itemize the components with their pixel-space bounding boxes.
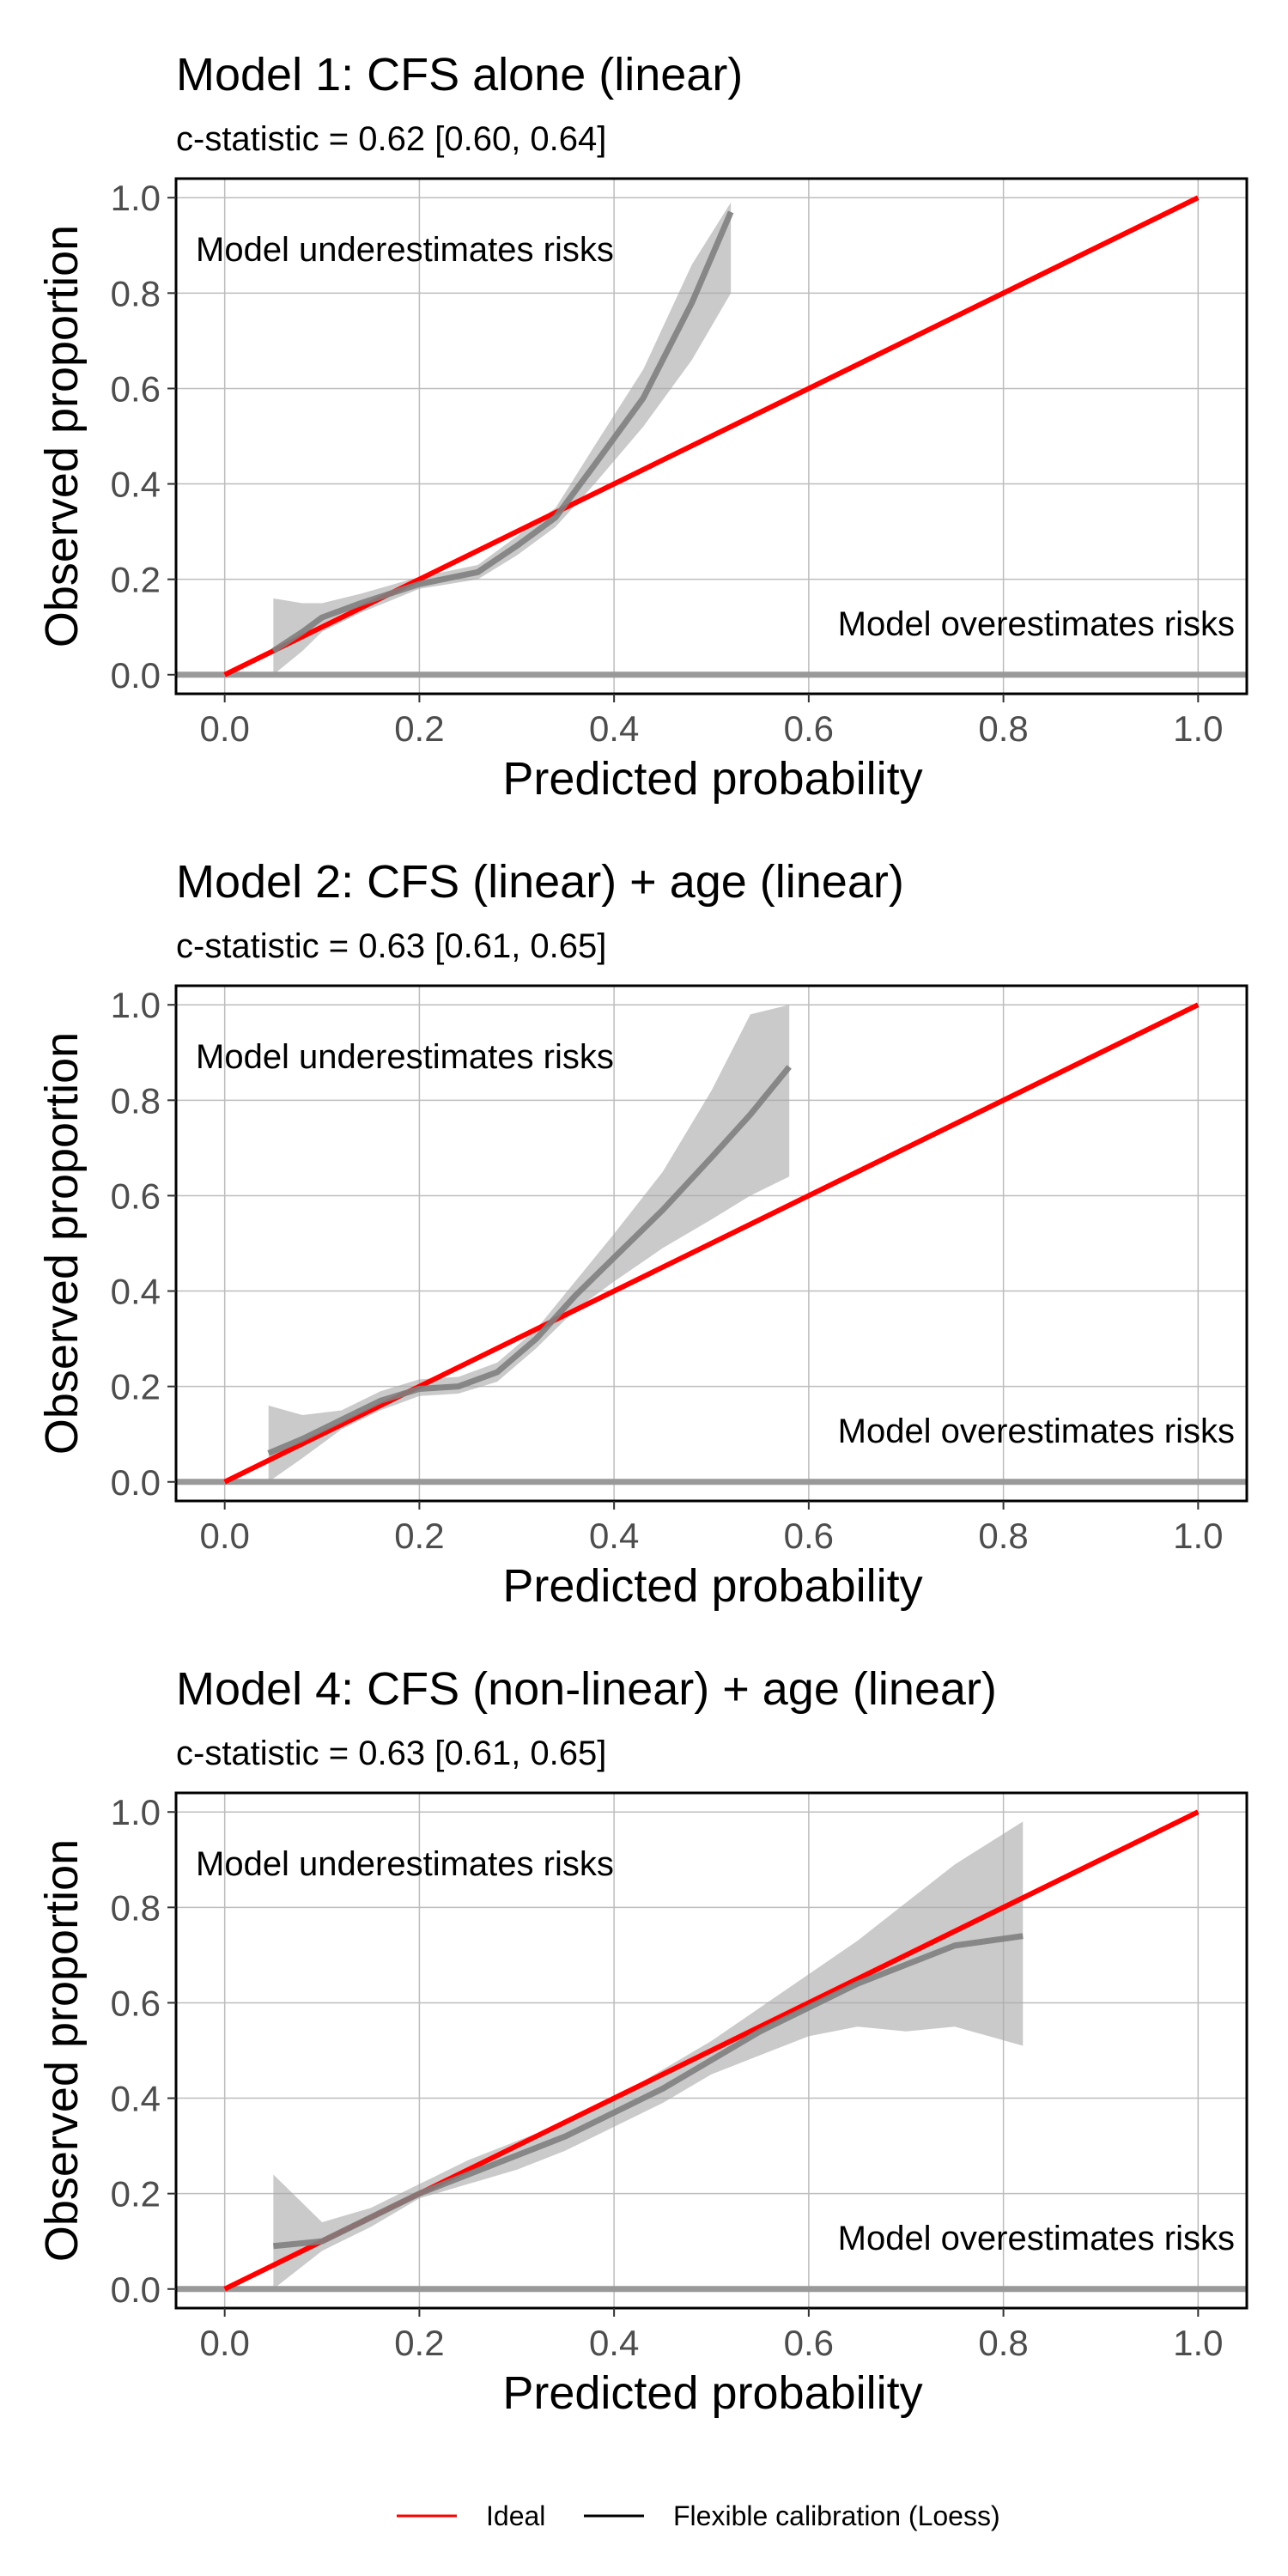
panel-1: 0.0 0.2 0.4 0.6 0.8 1.0 0.0 0.2 0.4 0.6 0.8 1.0 Mod… [36,49,1249,805]
series-loess-line [267,1065,792,1456]
series-ideal-line [223,1002,1200,1485]
x-tick-label: 0.0 [199,708,249,749]
x-tick-label: 0.6 [784,1516,834,1556]
panel-subtitle: c-statistic = 0.62 [0.60, 0.64] [176,120,606,158]
plot-frame [174,177,1249,696]
x-tick-label: 0.8 [978,708,1028,749]
y-tick-label: 0.8 [111,1080,161,1121]
y-tick-label: 0.8 [111,1887,161,1928]
legend: Ideal Flexible calibration (Loess) [397,2500,1000,2531]
panel-title: Model 2: CFS (linear) + age (linear) [176,856,904,908]
panel-3: 0.0 0.2 0.4 0.6 0.8 1.0 0.0 0.2 0.4 0.6 0.8 1.0 Mod… [36,1663,1249,2419]
y-tick-label: 1.0 [111,985,161,1025]
y-tick-label: 1.0 [111,178,161,218]
x-tick-label: 1.0 [1173,1516,1223,1556]
panel-subtitle: c-statistic = 0.63 [0.61, 0.65] [176,927,606,965]
y-tick-label: 0.0 [111,655,161,696]
x-tick-label: 0.0 [199,1516,249,1556]
y-tick-label: 0.6 [111,368,161,409]
y-tick-label: 1.0 [111,1792,161,1832]
series-loess-line [271,210,734,653]
y-tick-label: 0.8 [111,273,161,313]
y-tick-label: 0.6 [111,1983,161,2023]
plot-area: 0.0 0.2 0.4 0.6 0.8 1.0 0.0 0.2 0.4 0.6 0.8 1.0 [111,177,1249,749]
x-tick-label: 0.4 [589,708,639,749]
y-tick-label: 0.0 [111,1462,161,1503]
x-tick-label: 0.4 [589,2323,639,2363]
panel-2: 0.0 0.2 0.4 0.6 0.8 1.0 0.0 0.2 0.4 0.6 0.8 1.0 Mod… [36,856,1249,1612]
plot-frame [174,1791,1249,2310]
legend-label-loess: Flexible calibration (Loess) [673,2500,1000,2531]
x-tick-label: 0.6 [784,2323,834,2363]
x-tick-label: 0.6 [784,708,834,749]
panel-subtitle: c-statistic = 0.63 [0.61, 0.65] [176,1735,606,1772]
annotation-overestimates: Model overestimates risks [838,1413,1235,1450]
y-tick-label: 0.0 [111,2269,161,2310]
y-tick-label: 0.2 [111,560,161,600]
x-axis-title: Predicted probability [502,2367,922,2419]
x-tick-label: 0.8 [978,2323,1028,2363]
plot-frame [174,984,1249,1503]
y-axis-title: Observed proportion [36,225,88,647]
y-tick-label: 0.6 [111,1176,161,1216]
x-tick-label: 0.2 [394,708,444,749]
x-tick-label: 0.8 [978,1516,1028,1556]
x-tick-label: 0.2 [394,2323,444,2363]
x-tick-label: 1.0 [1173,708,1223,749]
y-axis-title: Observed proportion [36,1032,88,1455]
x-tick-label: 0.2 [394,1516,444,1556]
x-tick-label: 0.4 [589,1516,639,1556]
y-tick-label: 0.2 [111,2174,161,2215]
x-tick-label: 1.0 [1173,2323,1223,2363]
annotation-overestimates: Model overestimates risks [838,605,1235,643]
x-axis-title: Predicted probability [502,1560,922,1612]
confidence-band [273,202,732,675]
annotation-underestimates: Model underestimates risks [196,1845,614,1883]
panel-title: Model 1: CFS alone (linear) [176,49,743,100]
y-axis-title: Observed proportion [36,1839,88,2262]
y-tick-label: 0.2 [111,1367,161,1407]
y-tick-label: 0.4 [111,1272,161,1312]
x-axis-title: Predicted probability [502,753,922,805]
panel-title: Model 4: CFS (non-linear) + age (linear) [176,1663,997,1715]
x-tick-label: 0.0 [199,2323,249,2363]
y-tick-label: 0.4 [111,2079,161,2119]
annotation-overestimates: Model overestimates risks [838,2220,1235,2257]
plot-area: 0.0 0.2 0.4 0.6 0.8 1.0 0.0 0.2 0.4 0.6 0.8 1.0 [111,1791,1249,2363]
plot-area: 0.0 0.2 0.4 0.6 0.8 1.0 0.0 0.2 0.4 0.6 0.8 1.0 [111,984,1249,1556]
y-tick-label: 0.4 [111,465,161,505]
series-loess-line [273,1933,1024,2250]
annotation-underestimates: Model underestimates risks [196,231,614,269]
annotation-underestimates: Model underestimates risks [196,1038,614,1076]
legend-label-ideal: Ideal [486,2500,545,2531]
